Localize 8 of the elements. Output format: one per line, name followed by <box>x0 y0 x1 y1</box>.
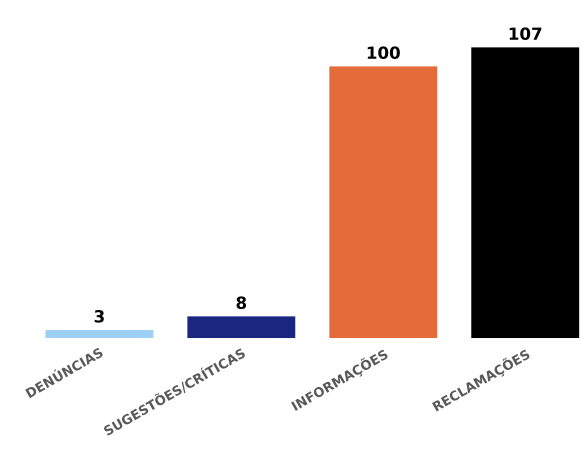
data-label: 100 <box>368 46 400 59</box>
data-label: 8 <box>236 296 246 310</box>
bar <box>187 316 296 338</box>
data-label: 3 <box>94 310 104 323</box>
bar <box>45 330 154 338</box>
data-label: 107 <box>510 27 542 40</box>
bar <box>329 66 438 338</box>
bar <box>471 47 580 338</box>
